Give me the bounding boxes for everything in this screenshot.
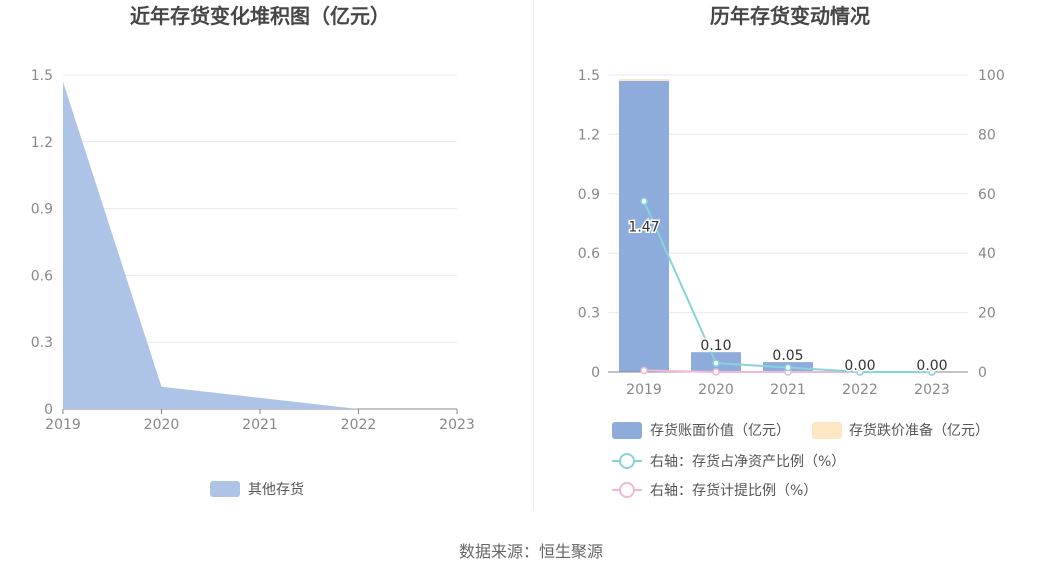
left-y-tick-label: 0.9 [31, 202, 53, 218]
right-left-y-tick-label: 0 [591, 365, 600, 381]
legend-label-net-asset-ratio: 右轴：存货占净资产比例（%） [650, 453, 845, 470]
right-right-y-tick-label: 100 [978, 68, 1005, 84]
series-net-asset-ratio-point [856, 368, 864, 376]
right-right-y-tick-label: 60 [978, 187, 996, 203]
left-y-tick-label: 0.3 [31, 335, 53, 351]
right-x-tick-label: 2019 [626, 382, 662, 398]
series-net-asset-ratio-point [712, 359, 720, 367]
left-x-tick-label: 2022 [341, 417, 377, 433]
bar-data-label: 0.00 [844, 358, 875, 374]
right-x-tick-label: 2021 [770, 382, 806, 398]
bar-data-label: 1.47 [628, 219, 659, 235]
bar-inventory-impairment [619, 78, 669, 81]
left-x-tick-label: 2020 [144, 417, 180, 433]
panel-divider [533, 0, 534, 510]
right-left-y-tick-label: 0.6 [578, 246, 600, 262]
legend-marker-net-asset-ratio [619, 453, 635, 469]
series-net-asset-ratio-point [784, 363, 792, 372]
legend-label-provision-ratio: 右轴：存货计提比例（%） [650, 482, 817, 499]
right-left-y-tick-label: 1.2 [578, 127, 600, 143]
bar-data-label: 0.10 [700, 338, 731, 354]
legend-swatch-impairment [812, 422, 842, 439]
bar-inventory-book-value [619, 80, 669, 372]
left-y-tick-label: 0 [44, 402, 53, 418]
left-x-tick-label: 2019 [45, 417, 81, 433]
bar-data-label: 0.00 [916, 358, 947, 374]
legend-label-other-inventory: 其他存货 [248, 481, 304, 498]
right-right-y-tick-label: 0 [978, 365, 987, 381]
series-net-asset-ratio-point [640, 197, 648, 205]
right-left-y-tick-label: 0.3 [578, 306, 600, 322]
series-net-asset-ratio-point [928, 368, 936, 376]
right-x-tick-label: 2023 [914, 382, 950, 398]
series-provision-ratio-point [712, 368, 720, 376]
left-y-tick-label: 1.5 [31, 68, 53, 84]
legend-swatch-book-value [612, 422, 642, 439]
series-provision-ratio-point [640, 366, 648, 375]
right-left-y-tick-label: 1.5 [578, 68, 600, 84]
left-x-tick-label: 2023 [439, 417, 475, 433]
right-left-y-tick-label: 0.9 [578, 187, 600, 203]
legend-marker-provision-ratio [619, 482, 635, 498]
right-x-tick-label: 2022 [842, 382, 878, 398]
legend-label-book-value: 存货账面价值（亿元） [650, 422, 790, 439]
right-right-y-tick-label: 20 [978, 306, 996, 322]
legend-label-impairment: 存货跌价准备（亿元） [849, 422, 989, 439]
right-x-tick-label: 2020 [698, 382, 734, 398]
right-right-y-tick-label: 80 [978, 127, 996, 143]
legend-swatch-other-inventory [210, 481, 240, 497]
left-x-tick-label: 2021 [242, 417, 278, 433]
data-source: 数据来源：恒生聚源 [458, 542, 603, 561]
charts-canvas: 0 0.3 0.6 0.9 1.2 1.5 2019 2020 2021 2022 2023 其他存货… [31, 68, 1005, 499]
right-right-y-tick-label: 40 [978, 246, 996, 262]
left-y-tick-label: 0.6 [31, 268, 53, 284]
bar-data-label: 0.05 [772, 348, 803, 364]
right-chart-title: 历年存货变动情况 [710, 4, 870, 28]
left-y-tick-label: 1.2 [31, 135, 53, 151]
series-net-asset-ratio-line [643, 200, 932, 373]
left-chart-title: 近年存货变化堆积图（亿元） [130, 4, 390, 28]
area-series-other-inventory [63, 81, 457, 410]
